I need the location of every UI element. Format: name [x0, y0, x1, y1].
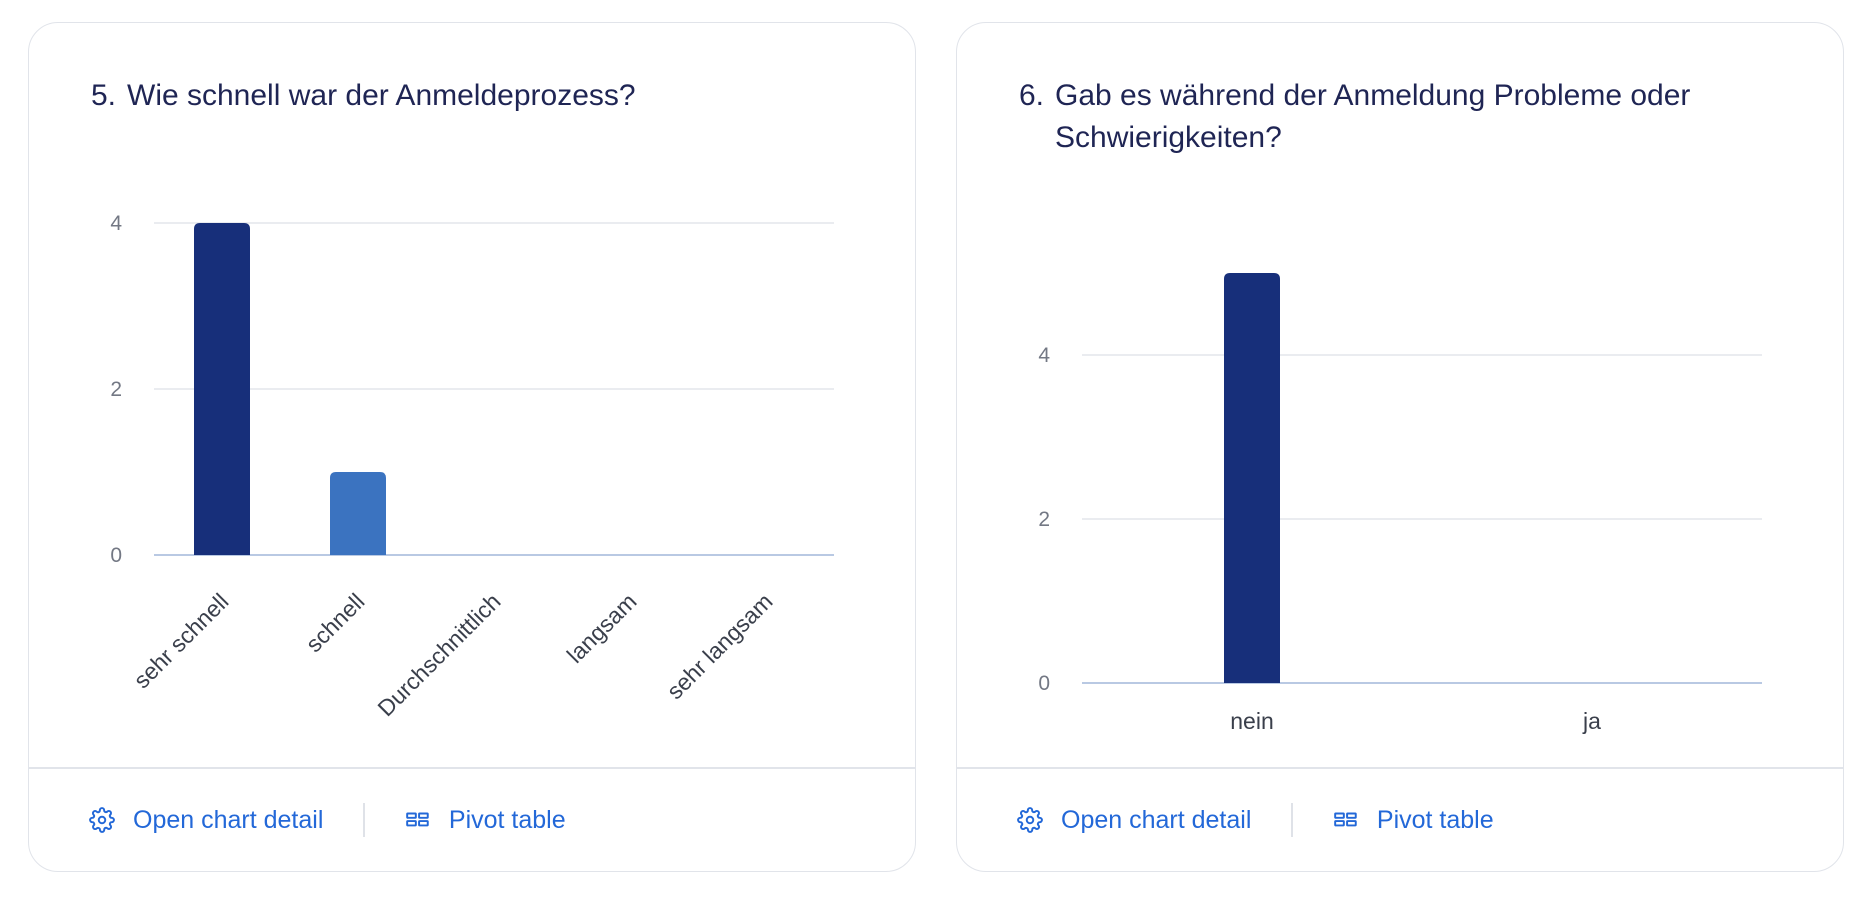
- open-chart-detail-label: Open chart detail: [133, 805, 324, 834]
- y-tick-label: 2: [1038, 508, 1050, 531]
- y-tick-label: 0: [110, 544, 122, 567]
- x-category-label: sehr schnell: [128, 588, 233, 693]
- y-tick-label: 4: [1038, 344, 1050, 367]
- y-tick-label: 4: [110, 212, 122, 235]
- pivot-table-icon: [406, 812, 429, 827]
- bar: [330, 472, 386, 555]
- card-title: 6. Gab es während der Anmeldung Probleme…: [1019, 75, 1779, 159]
- card-footer: Open chart detail Pivot table: [29, 769, 915, 871]
- pivot-table-button[interactable]: Pivot table: [405, 800, 566, 840]
- y-tick-label: 2: [110, 378, 122, 401]
- question-text: Wie schnell war der Anmeldeprozess?: [127, 79, 636, 112]
- question-text: Gab es während der Anmeldung Probleme od…: [1055, 79, 1691, 154]
- card-footer: Open chart detail Pivot table: [957, 769, 1843, 871]
- x-category-label: Durchschnittlich: [372, 588, 505, 721]
- open-chart-detail-button[interactable]: Open chart detail: [89, 800, 323, 840]
- gear-icon: [89, 807, 115, 833]
- open-chart-detail-label: Open chart detail: [1061, 805, 1252, 834]
- question-number: 6.: [1019, 79, 1045, 112]
- gear-icon: [1017, 807, 1043, 833]
- chart-card-q5: 5. Wie schnell war der Anmeldeprozess? 0…: [28, 22, 916, 872]
- bar: [194, 223, 250, 555]
- bar-chart: 0 2 4 nein ja: [1038, 273, 1762, 734]
- footer-divider: [957, 767, 1843, 769]
- question-number: 5.: [91, 79, 117, 112]
- x-category-label: schnell: [301, 588, 370, 657]
- x-category-label: sehr langsam: [662, 588, 778, 704]
- pivot-table-label: Pivot table: [1376, 805, 1494, 834]
- card-title: 5. Wie schnell war der Anmeldeprozess?: [91, 75, 851, 117]
- chart-card-q6: 6. Gab es während der Anmeldung Probleme…: [956, 22, 1844, 872]
- footer-separator: [363, 803, 365, 837]
- bar-chart: 0 2 4 sehr schnell schnell Durchschnittlich la…: [110, 212, 834, 721]
- open-chart-detail-button[interactable]: Open chart detail: [1017, 800, 1251, 840]
- x-category-label: ja: [1582, 708, 1601, 734]
- x-category-label: langsam: [562, 588, 642, 668]
- bar: [1224, 273, 1280, 683]
- footer-separator: [1291, 803, 1293, 837]
- pivot-table-button[interactable]: Pivot table: [1333, 800, 1494, 840]
- x-category-label: nein: [1230, 708, 1273, 734]
- y-tick-label: 0: [1038, 672, 1050, 695]
- footer-divider: [29, 767, 915, 769]
- pivot-table-label: Pivot table: [448, 805, 566, 834]
- pivot-table-icon: [1334, 812, 1357, 827]
